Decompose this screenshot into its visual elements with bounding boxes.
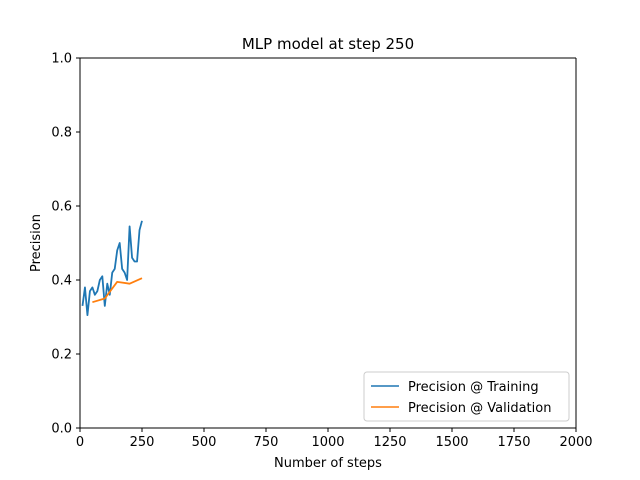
x-tick-label: 2000: [559, 435, 592, 450]
x-tick-label: 250: [130, 435, 155, 450]
chart-title: MLP model at step 250: [242, 35, 414, 53]
series-line-training: [81, 220, 143, 317]
x-tick-label: 500: [192, 435, 217, 450]
series-line-validation: [92, 277, 143, 304]
y-tick-label: 0.6: [51, 200, 72, 215]
x-tick-label: 750: [254, 435, 279, 450]
legend-box: [363, 371, 570, 422]
y-axis-ticks: 0.0 0.2 0.4 0.6 0.8 1.0: [51, 52, 80, 437]
y-axis-label: Precision: [29, 214, 44, 272]
y-tick-label: 0.2: [51, 348, 72, 363]
x-tick-label: 1500: [435, 435, 468, 450]
x-axis-label: Number of steps: [274, 456, 382, 471]
axes-frame: [79, 57, 577, 429]
x-tick-label: 1750: [497, 435, 530, 450]
y-tick-label: 1.0: [51, 52, 72, 67]
series-layer: [81, 220, 143, 317]
y-tick-label: 0.8: [51, 126, 72, 141]
x-axis-ticks: 0 250 500 750 1000 1250 1500 1750 2000: [76, 428, 593, 450]
legend: Precision @ Training Precision @ Validat…: [363, 371, 570, 422]
x-tick-label: 1000: [311, 435, 344, 450]
y-tick-label: 0.0: [51, 422, 72, 437]
x-tick-label: 0: [76, 435, 84, 450]
legend-label-validation: Precision @ Validation: [408, 401, 551, 416]
y-tick-label: 0.4: [51, 274, 72, 289]
legend-label-training: Precision @ Training: [408, 380, 539, 395]
plot-area: [80, 58, 576, 428]
x-tick-label: 1250: [373, 435, 406, 450]
